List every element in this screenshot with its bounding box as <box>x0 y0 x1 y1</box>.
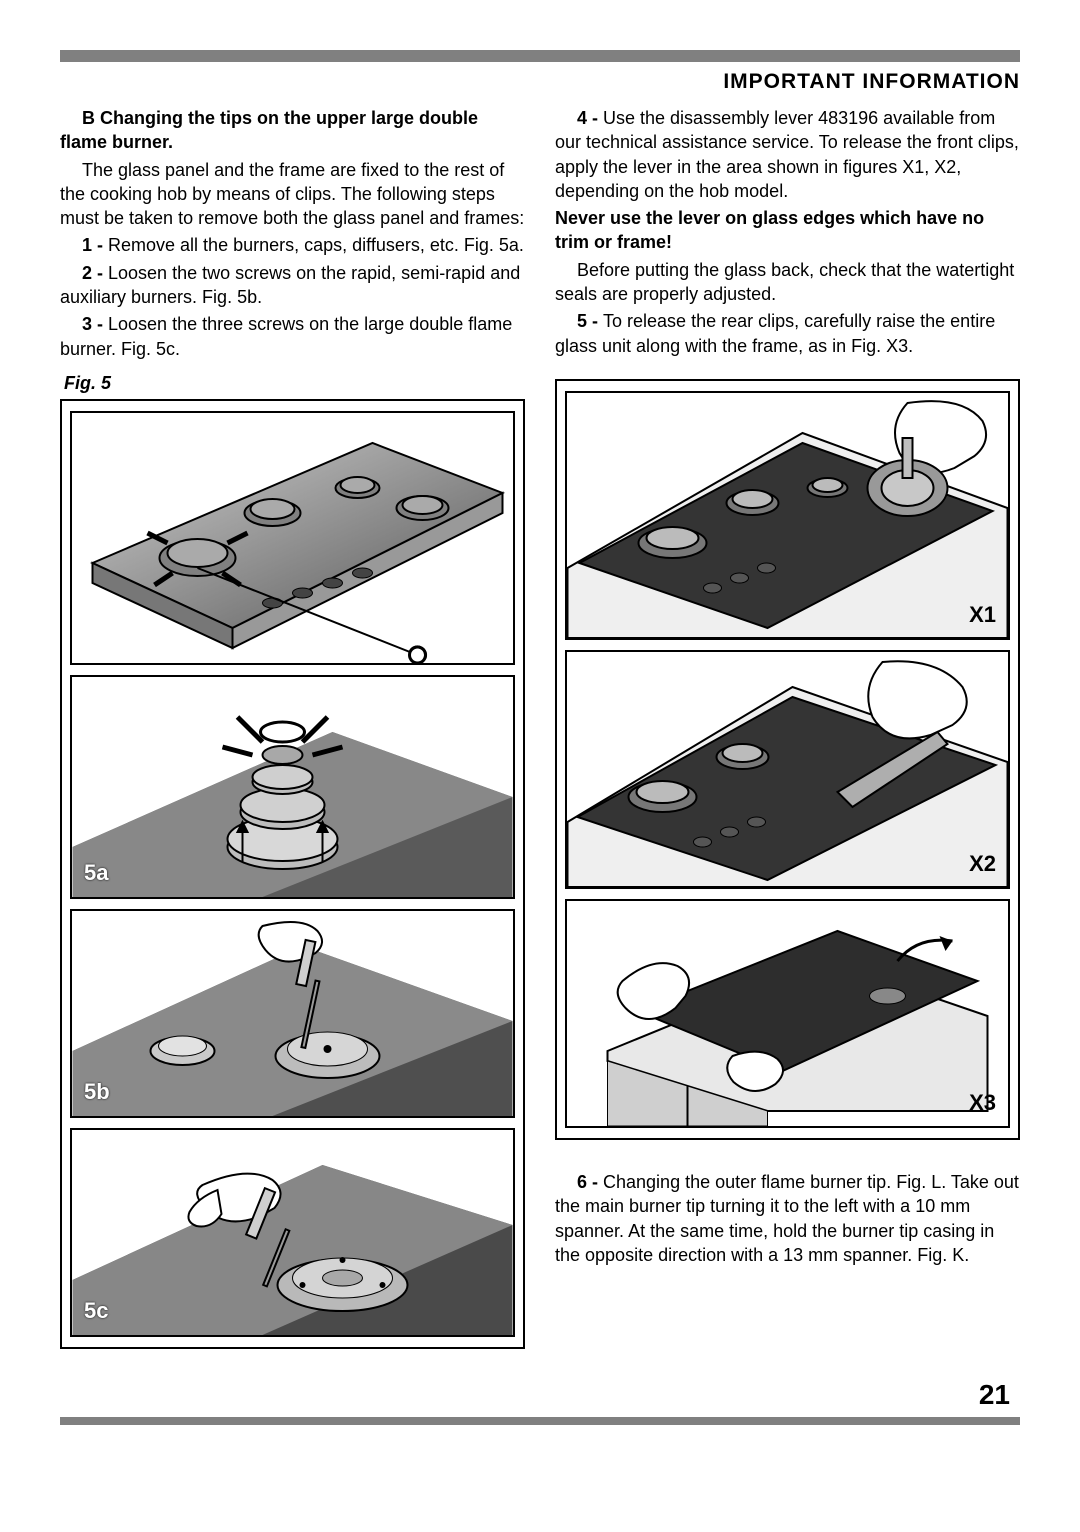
figureX-container: X1 <box>555 379 1020 1140</box>
step3-text: Loosen the three screws on the large dou… <box>60 314 512 358</box>
figureX1-panel: X1 <box>565 391 1010 640</box>
step1-num: 1 - <box>82 235 108 255</box>
step4-num: 4 - <box>577 108 603 128</box>
figureX2-illustration <box>567 652 1008 887</box>
figure5a-tag: 5a <box>84 858 108 888</box>
figure5b-illustration <box>72 911 513 1116</box>
step4-text: Use the disassembly lever 483196 availab… <box>555 108 1019 201</box>
page-number: 21 <box>60 1379 1020 1411</box>
figureX2-panel: X2 <box>565 650 1010 889</box>
figure5c-panel: 5c <box>70 1128 515 1337</box>
top-bar <box>60 50 1020 62</box>
figure5b-tag: 5b <box>84 1077 110 1107</box>
figure5c-illustration <box>72 1130 513 1335</box>
figure-label: Fig. 5 <box>64 371 525 395</box>
left-column: B Changing the tips on the upper large d… <box>60 106 525 1349</box>
figureX1-tag: X1 <box>969 600 996 630</box>
right-column: 4 - Use the disassembly lever 483196 ava… <box>555 106 1020 1349</box>
left-intro: The glass panel and the frame are fixed … <box>60 158 525 231</box>
content-columns: B Changing the tips on the upper large d… <box>60 106 1020 1349</box>
figure5a-panel: 5a <box>70 675 515 899</box>
step2-num: 2 - <box>82 263 108 283</box>
figureX3-illustration <box>567 901 1008 1126</box>
page: IMPORTANT INFORMATION B Changing the tip… <box>0 0 1080 1465</box>
figureX3-panel: X3 <box>565 899 1010 1128</box>
figureX2-tag: X2 <box>969 849 996 879</box>
step1-text: Remove all the burners, caps, diffusers,… <box>108 235 524 255</box>
step3-num: 3 - <box>82 314 108 334</box>
figureX1-illustration <box>567 393 1008 638</box>
seal-text: Before putting the glass back, check tha… <box>555 258 1020 307</box>
figure5-container: 5a <box>60 399 525 1349</box>
hob-overview-illustration <box>72 413 513 663</box>
figure5-top-panel <box>70 411 515 665</box>
step6-text: Changing the outer flame burner tip. Fig… <box>555 1172 1019 1265</box>
warning-text: Never use the lever on glass edges which… <box>555 208 984 252</box>
step5-num: 5 - <box>577 311 603 331</box>
step2-text: Loosen the two screws on the rapid, semi… <box>60 263 520 307</box>
left-heading: B Changing the tips on the upper large d… <box>60 108 478 152</box>
step5-text: To release the rear clips, carefully rai… <box>555 311 995 355</box>
section-header: IMPORTANT INFORMATION <box>60 70 1020 94</box>
figure5a-illustration <box>72 677 513 897</box>
figure5b-panel: 5b <box>70 909 515 1118</box>
figure5c-tag: 5c <box>84 1296 108 1326</box>
step6-num: 6 - <box>577 1172 603 1192</box>
figureX3-tag: X3 <box>969 1088 996 1118</box>
bottom-bar <box>60 1417 1020 1425</box>
